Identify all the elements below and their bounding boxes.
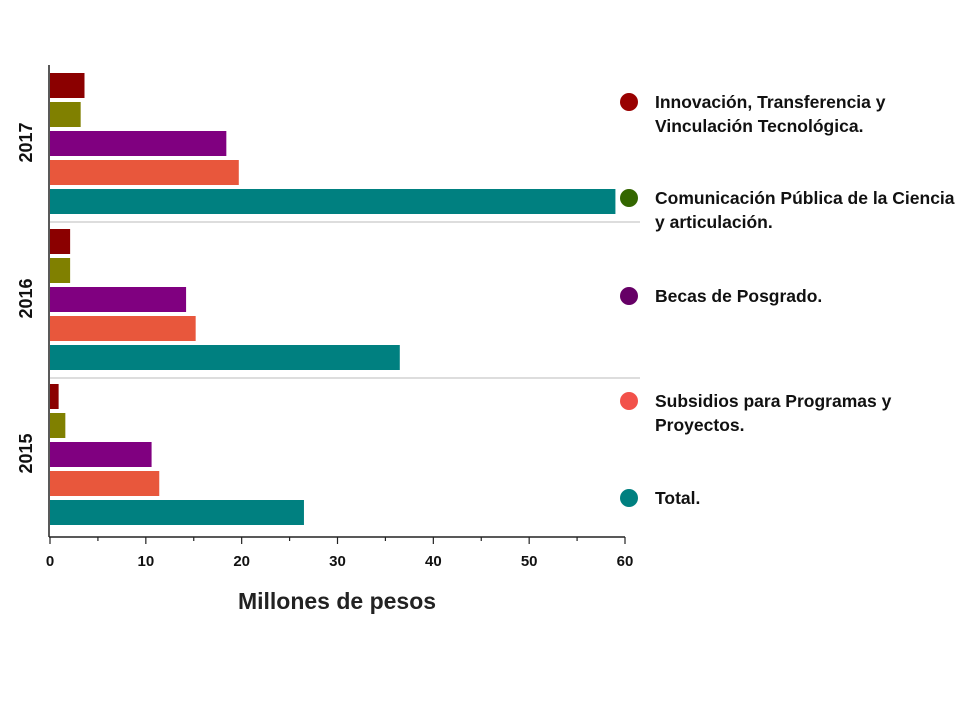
legend-label-total: Total. [655, 488, 701, 508]
x-tick-label-60: 60 [617, 553, 634, 570]
bar-2016-series-3 [50, 316, 196, 341]
legend-dot-innovacion [620, 93, 638, 111]
legend-item-becas: Becas de Posgrado. [620, 284, 955, 308]
x-tick-label-30: 30 [329, 553, 346, 570]
legend-label-subsidios: Subsidios para Programas y Proyectos. [655, 391, 892, 435]
bar-2015-series-3 [50, 471, 160, 496]
bar-2015-series-0 [50, 384, 59, 409]
legend-item-subsidios: Subsidios para Programas y Proyectos. [620, 389, 955, 437]
legend-dot-subsidios [620, 392, 638, 410]
bar-2015-series-4 [50, 500, 304, 525]
bar-2016-series-1 [50, 258, 71, 283]
x-tick-label-40: 40 [425, 553, 442, 570]
bar-2017-series-3 [50, 160, 239, 185]
axes-layer: 0 10 20 30 40 50 60 2017 2016 2015 [16, 65, 640, 570]
y-group-label-2016: 2016 [16, 278, 36, 318]
bar-2015-series-2 [50, 442, 152, 467]
legend-dot-total [620, 489, 638, 507]
legend-label-innovacion: Innovación, Transferencia y Vinculación … [655, 92, 886, 136]
legend: Innovación, Transferencia y Vinculación … [620, 0, 960, 600]
x-tick-label-50: 50 [521, 553, 538, 570]
x-tick-label-20: 20 [233, 553, 250, 570]
bars-layer [50, 73, 616, 525]
bar-2017-series-1 [50, 102, 81, 127]
legend-label-comunicacion: Comunicación Pública de la Ciencia y art… [655, 188, 955, 232]
legend-dot-becas [620, 287, 638, 305]
bar-2015-series-1 [50, 413, 66, 438]
bar-2016-series-2 [50, 287, 187, 312]
y-group-label-2015: 2015 [16, 433, 36, 473]
x-axis-label: Millones de pesos [238, 588, 436, 614]
x-tick-label-0: 0 [46, 553, 54, 570]
bar-2017-series-4 [50, 189, 616, 214]
bar-2017-series-0 [50, 73, 85, 98]
x-tick-label-10: 10 [137, 553, 154, 570]
legend-label-becas: Becas de Posgrado. [655, 286, 823, 306]
y-group-label-2017: 2017 [16, 122, 36, 162]
legend-item-total: Total. [620, 486, 955, 510]
bar-2016-series-0 [50, 229, 71, 254]
bar-2016-series-4 [50, 345, 400, 370]
bar-2017-series-2 [50, 131, 227, 156]
legend-item-comunicacion: Comunicación Pública de la Ciencia y art… [620, 186, 955, 234]
legend-dot-comunicacion [620, 189, 638, 207]
legend-item-innovacion: Innovación, Transferencia y Vinculación … [620, 90, 955, 138]
